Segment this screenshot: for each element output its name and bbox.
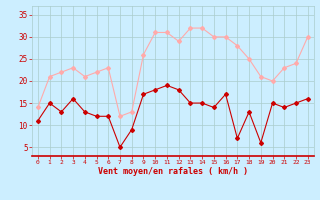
X-axis label: Vent moyen/en rafales ( km/h ): Vent moyen/en rafales ( km/h ) <box>98 167 248 176</box>
